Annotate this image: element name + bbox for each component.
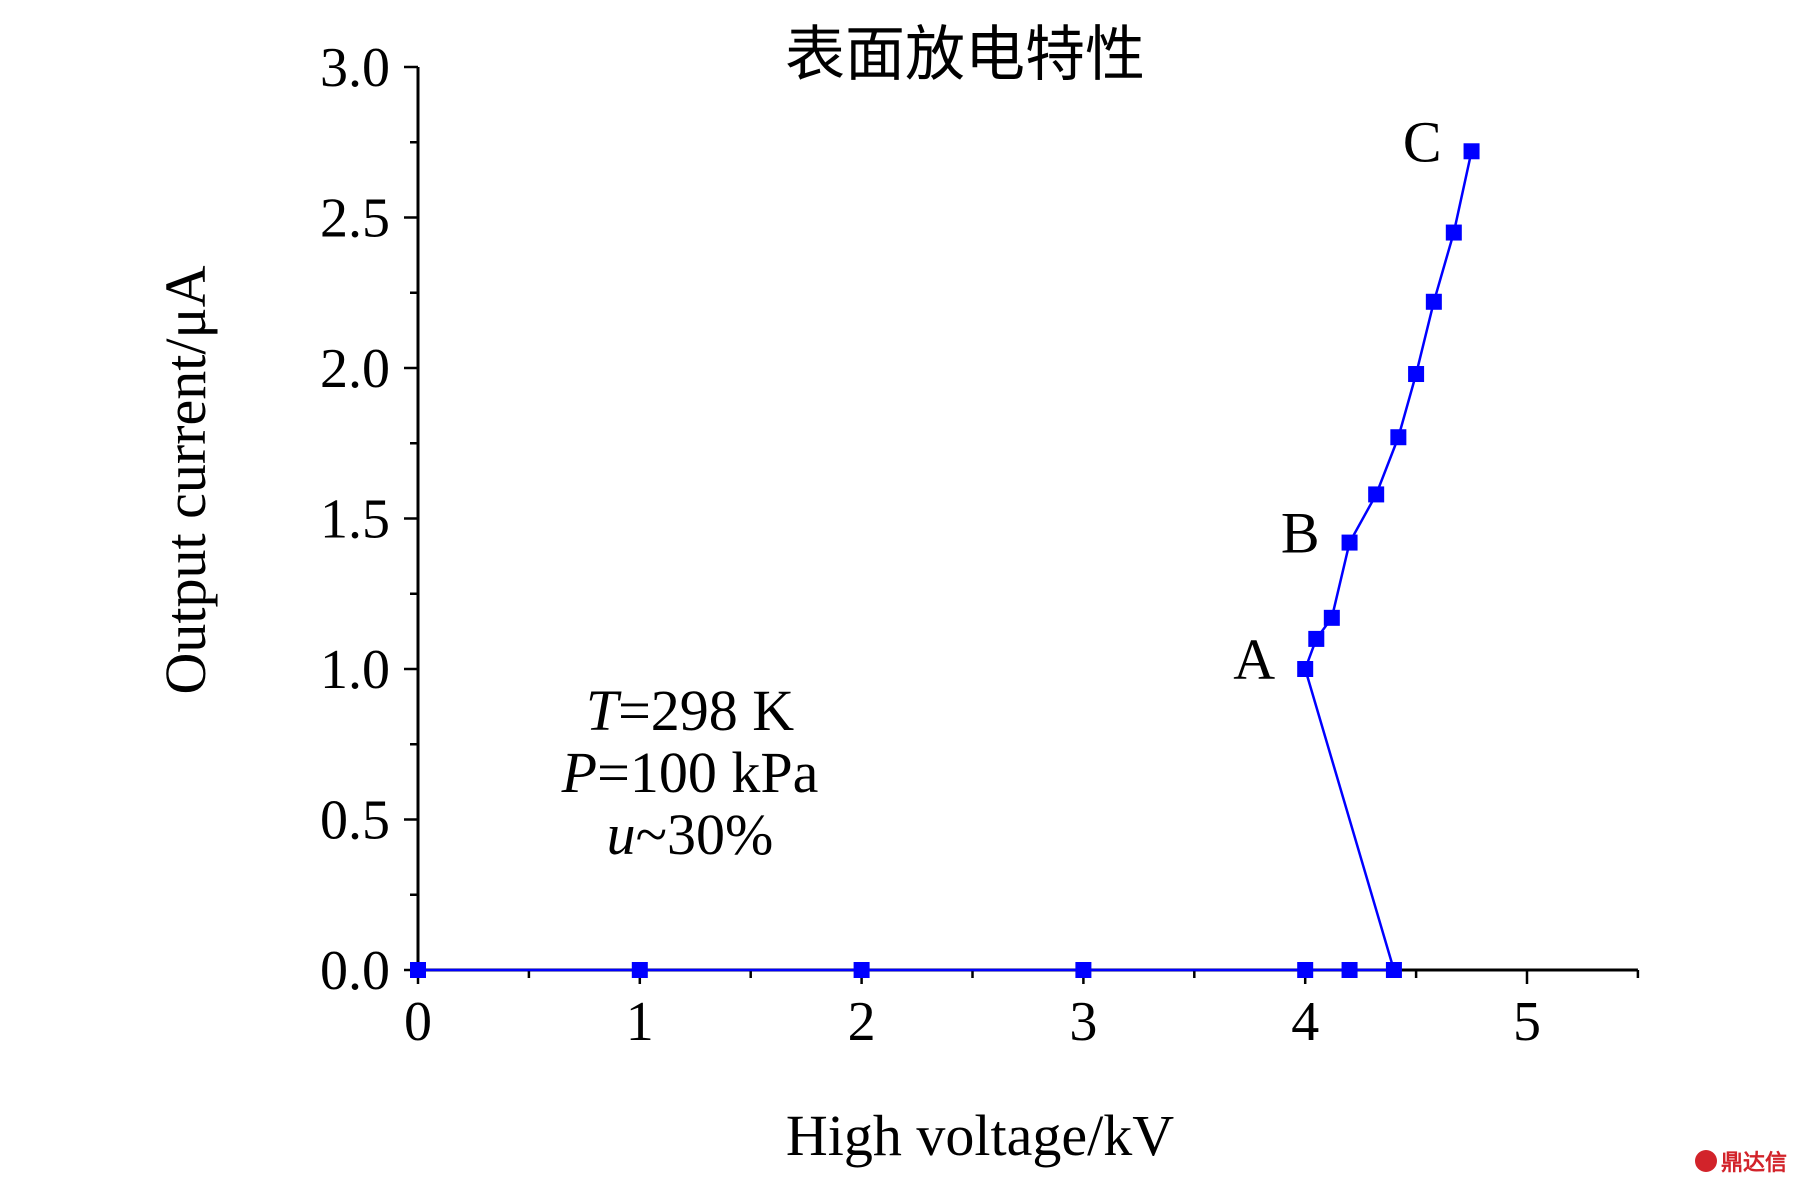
condition-variable: T [586,678,622,743]
x-tick-label: 2 [848,991,876,1053]
data-point [1075,962,1092,978]
y-axis-ticks: 0.0 0.5 1.0 1.5 2.0 2.5 3.0 [320,37,418,1002]
condition-variable: u [607,802,636,867]
data-point [410,962,426,978]
data-point [1390,429,1407,446]
y-tick-label: 1.0 [320,639,390,701]
data-point [1408,366,1425,383]
x-axis-ticks: 0 1 2 3 4 5 [404,970,1640,1053]
condition-value: ~30% [636,802,774,867]
condition-variable: P [561,740,597,805]
data-point [1341,962,1358,978]
chart-title: 表面放电特性 [785,20,1145,90]
x-tick-label: 3 [1069,991,1097,1053]
data-point [1425,293,1442,310]
watermark-text: 鼎达信 [1720,1151,1787,1176]
data-point [1297,962,1314,978]
data-point [1323,609,1340,626]
annotation-label: C [1403,109,1442,174]
y-tick-label: 1.5 [320,489,390,551]
x-tick-label: 0 [404,991,432,1053]
data-point [631,962,648,978]
condition-line: T=298 K [586,678,794,743]
data-point [853,962,870,978]
axes [416,67,1638,972]
condition-line: P=100 kPa [561,740,819,805]
y-tick-label: 0.5 [320,790,390,852]
watermark: 鼎达信 [1694,1145,1787,1177]
data-point [1445,224,1462,241]
data-point [1463,143,1480,160]
x-tick-label: 1 [626,991,654,1053]
data-point [1341,534,1358,551]
data-point [1308,630,1325,647]
condition-line: u~30% [607,802,774,867]
y-axis-label: Output current/μA [153,265,218,694]
condition-value: =298 K [618,678,794,743]
annotation-label: A [1233,627,1275,692]
data-point [1297,661,1314,677]
y-tick-label: 2.0 [320,338,390,400]
x-axis-label: High voltage/kV [786,1103,1174,1168]
data-series [410,143,1480,978]
annotation-label: B [1281,501,1320,566]
y-tick-label: 3.0 [320,37,390,99]
data-point [1368,486,1385,503]
data-point [1385,962,1402,978]
conditions-text: T=298 K P=100 kPa u~30% [561,678,819,867]
x-tick-label: 5 [1513,991,1541,1053]
y-tick-label: 0.0 [320,940,390,1002]
y-tick-label: 2.5 [320,188,390,250]
watermark-logo-icon [1694,1150,1717,1172]
condition-value: =100 kPa [597,740,818,805]
x-tick-label: 4 [1291,991,1319,1053]
point-annotations: AB C [1233,109,1441,692]
